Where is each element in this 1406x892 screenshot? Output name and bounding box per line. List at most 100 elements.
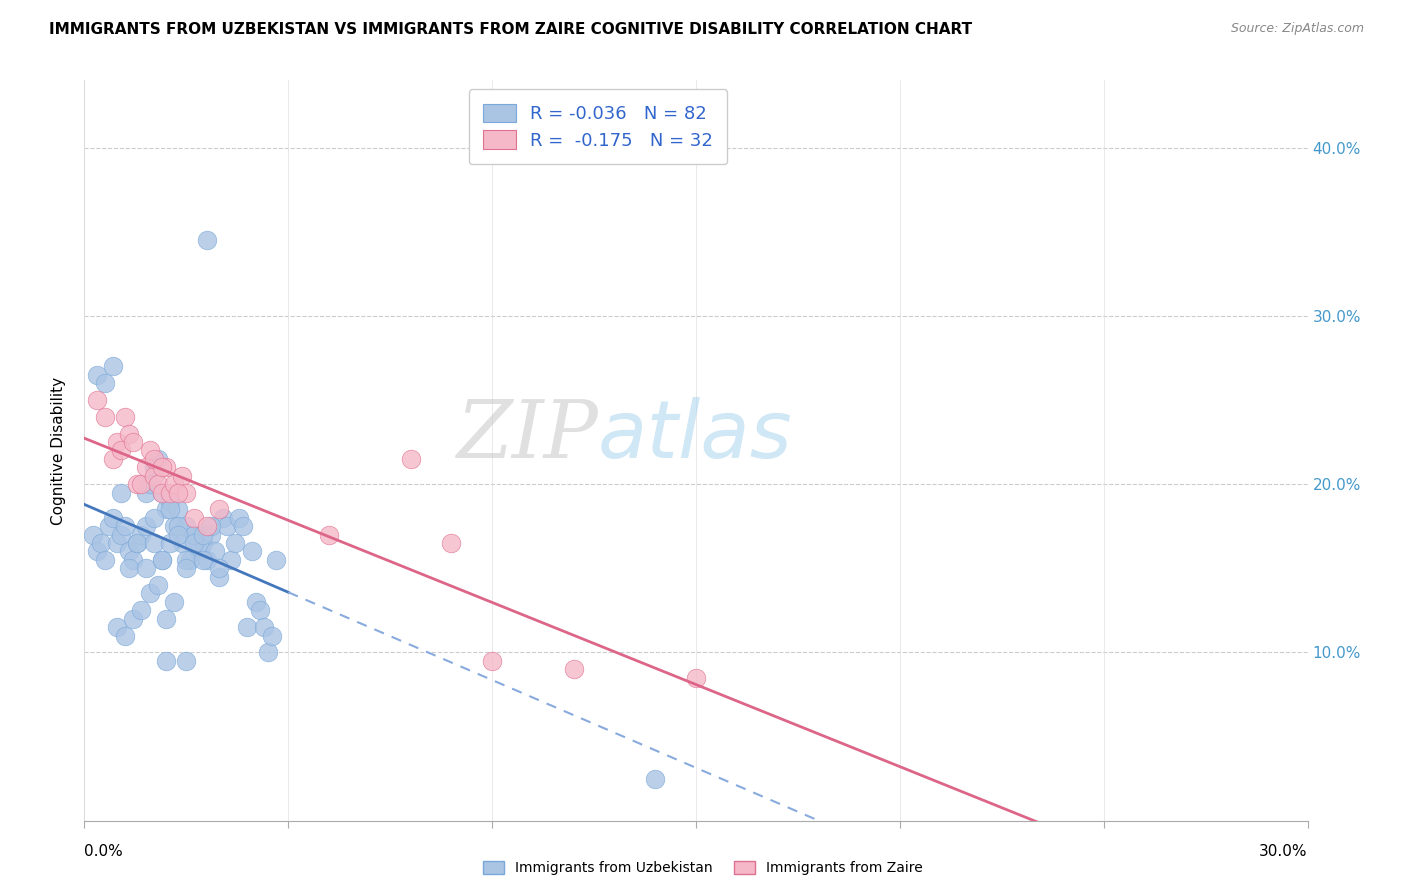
Point: [174, 561, 197, 575]
Point: [155, 460, 177, 475]
Point: [86, 368, 108, 382]
Point: [118, 561, 141, 575]
Point: [200, 519, 222, 533]
Point: [105, 536, 128, 550]
Point: [318, 527, 340, 541]
Point: [135, 519, 157, 533]
Point: [399, 451, 422, 466]
Point: [114, 409, 136, 424]
Point: [150, 485, 173, 500]
Point: [644, 772, 666, 786]
Point: [146, 578, 169, 592]
Point: [105, 620, 128, 634]
Point: [150, 460, 173, 475]
Point: [163, 477, 186, 491]
Point: [195, 233, 218, 247]
Point: [224, 536, 246, 550]
Point: [118, 426, 141, 441]
Y-axis label: Cognitive Disability: Cognitive Disability: [51, 376, 66, 524]
Point: [191, 527, 214, 541]
Point: [245, 595, 267, 609]
Point: [150, 553, 173, 567]
Point: [257, 645, 280, 659]
Point: [93, 409, 115, 424]
Point: [110, 443, 132, 458]
Point: [122, 612, 145, 626]
Point: [264, 553, 287, 567]
Point: [122, 435, 145, 450]
Point: [212, 510, 235, 524]
Point: [195, 519, 218, 533]
Point: [93, 553, 115, 567]
Text: 0.0%: 0.0%: [84, 845, 124, 859]
Point: [142, 510, 165, 524]
Point: [150, 485, 173, 500]
Point: [114, 628, 136, 642]
Point: [167, 519, 190, 533]
Point: [200, 527, 222, 541]
Point: [685, 671, 707, 685]
Text: Source: ZipAtlas.com: Source: ZipAtlas.com: [1230, 22, 1364, 36]
Point: [183, 527, 205, 541]
Text: IMMIGRANTS FROM UZBEKISTAN VS IMMIGRANTS FROM ZAIRE COGNITIVE DISABILITY CORRELA: IMMIGRANTS FROM UZBEKISTAN VS IMMIGRANTS…: [49, 22, 973, 37]
Point: [219, 553, 242, 567]
Point: [127, 536, 149, 550]
Point: [163, 519, 186, 533]
Point: [240, 544, 263, 558]
Point: [131, 527, 153, 541]
Point: [82, 527, 104, 541]
Point: [232, 519, 254, 533]
Point: [86, 544, 108, 558]
Point: [142, 468, 165, 483]
Text: atlas: atlas: [598, 397, 793, 475]
Point: [163, 595, 186, 609]
Point: [260, 628, 283, 642]
Point: [183, 527, 205, 541]
Point: [110, 527, 132, 541]
Point: [159, 536, 181, 550]
Point: [183, 536, 205, 550]
Point: [101, 451, 124, 466]
Point: [155, 654, 177, 668]
Point: [86, 392, 108, 407]
Point: [131, 477, 153, 491]
Point: [167, 485, 190, 500]
Point: [562, 662, 585, 676]
Point: [249, 603, 271, 617]
Point: [90, 536, 112, 550]
Point: [159, 494, 181, 508]
Point: [159, 485, 181, 500]
Point: [93, 376, 115, 391]
Point: [101, 510, 124, 524]
Point: [159, 502, 181, 516]
Point: [204, 544, 226, 558]
Point: [97, 519, 120, 533]
Point: [172, 468, 194, 483]
Point: [146, 477, 169, 491]
Text: ZIP: ZIP: [457, 397, 598, 475]
Point: [172, 536, 194, 550]
Point: [179, 553, 201, 567]
Point: [142, 460, 165, 475]
Point: [122, 553, 145, 567]
Point: [174, 553, 197, 567]
Legend: Immigrants from Uzbekistan, Immigrants from Zaire: Immigrants from Uzbekistan, Immigrants f…: [478, 855, 928, 880]
Point: [150, 553, 173, 567]
Point: [127, 536, 149, 550]
Point: [191, 536, 214, 550]
Point: [440, 536, 463, 550]
Point: [131, 603, 153, 617]
Point: [118, 544, 141, 558]
Point: [138, 477, 160, 491]
Point: [142, 536, 165, 550]
Point: [127, 477, 149, 491]
Text: 30.0%: 30.0%: [1260, 845, 1308, 859]
Point: [105, 435, 128, 450]
Point: [135, 460, 157, 475]
Point: [183, 510, 205, 524]
Point: [167, 502, 190, 516]
Point: [236, 620, 259, 634]
Point: [167, 527, 190, 541]
Point: [110, 485, 132, 500]
Point: [135, 485, 157, 500]
